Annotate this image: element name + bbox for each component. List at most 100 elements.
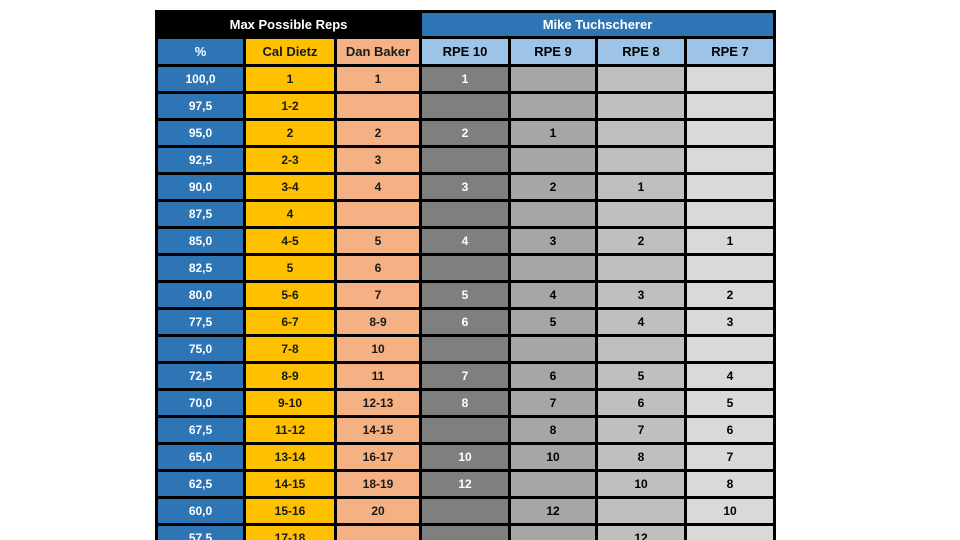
cell-rpe-9: 12	[508, 496, 598, 526]
cell-rpe-8: 5	[595, 361, 687, 391]
cell-rpe-8	[595, 64, 687, 94]
cell-percent: 87,5	[155, 199, 246, 229]
cell-rpe-9	[508, 523, 598, 540]
cell-cal-dietz: 8-9	[243, 361, 337, 391]
table-row: 57,5 17-18 12	[155, 523, 776, 540]
cell-percent: 80,0	[155, 280, 246, 310]
cell-dan-baker: 2	[334, 118, 422, 148]
cell-rpe-8: 12	[595, 523, 687, 540]
cell-dan-baker: 10	[334, 334, 422, 364]
cell-dan-baker: 20	[334, 496, 422, 526]
table-row: 85,0 4-5 5 4 3 2 1	[155, 226, 776, 256]
table-row: 72,5 8-9 11 7 6 5 4	[155, 361, 776, 391]
cell-rpe-7: 1	[684, 226, 776, 256]
cell-rpe-9	[508, 334, 598, 364]
cell-rpe-8	[595, 253, 687, 283]
cell-percent: 97,5	[155, 91, 246, 121]
col-header-rpe-8: RPE 8	[595, 36, 687, 67]
cell-cal-dietz: 9-10	[243, 388, 337, 418]
cell-rpe-7	[684, 118, 776, 148]
cell-rpe-9: 3	[508, 226, 598, 256]
cell-cal-dietz: 14-15	[243, 469, 337, 499]
cell-rpe-10	[419, 415, 511, 445]
cell-rpe-10: 1	[419, 64, 511, 94]
cell-rpe-10	[419, 145, 511, 175]
cell-percent: 70,0	[155, 388, 246, 418]
cell-dan-baker: 7	[334, 280, 422, 310]
col-header-rpe-9: RPE 9	[508, 36, 598, 67]
cell-percent: 67,5	[155, 415, 246, 445]
cell-rpe-10	[419, 523, 511, 540]
table-row: 92,5 2-3 3	[155, 145, 776, 175]
cell-cal-dietz: 3-4	[243, 172, 337, 202]
cell-rpe-10: 10	[419, 442, 511, 472]
cell-dan-baker	[334, 91, 422, 121]
cell-cal-dietz: 13-14	[243, 442, 337, 472]
cell-rpe-10	[419, 253, 511, 283]
cell-dan-baker: 11	[334, 361, 422, 391]
group-header-max-possible-reps: Max Possible Reps	[155, 10, 422, 39]
cell-dan-baker	[334, 523, 422, 540]
cell-rpe-10: 7	[419, 361, 511, 391]
cell-rpe-7	[684, 64, 776, 94]
group-header-mike-tuchscherer: Mike Tuchscherer	[419, 10, 776, 39]
cell-rpe-7	[684, 253, 776, 283]
cell-rpe-7: 4	[684, 361, 776, 391]
cell-rpe-9: 6	[508, 361, 598, 391]
cell-rpe-9	[508, 199, 598, 229]
cell-cal-dietz: 11-12	[243, 415, 337, 445]
col-header-dan-baker: Dan Baker	[334, 36, 422, 67]
cell-percent: 92,5	[155, 145, 246, 175]
cell-percent: 60,0	[155, 496, 246, 526]
cell-rpe-7: 2	[684, 280, 776, 310]
cell-rpe-8	[595, 91, 687, 121]
cell-rpe-9: 4	[508, 280, 598, 310]
cell-rpe-8: 6	[595, 388, 687, 418]
cell-rpe-7	[684, 91, 776, 121]
column-header-row: % Cal Dietz Dan Baker RPE 10 RPE 9 RPE 8…	[155, 36, 776, 67]
col-header-rpe-7: RPE 7	[684, 36, 776, 67]
cell-rpe-9	[508, 145, 598, 175]
cell-rpe-10: 4	[419, 226, 511, 256]
table-body: 100,0 1 1 1 97,5 1-2 95,0 2 2 2 1 92,5 2-3 3 90,0 3-4 4 3…	[155, 64, 776, 540]
cell-percent: 62,5	[155, 469, 246, 499]
table-row: 75,0 7-8 10	[155, 334, 776, 364]
cell-cal-dietz: 17-18	[243, 523, 337, 540]
table-row: 90,0 3-4 4 3 2 1	[155, 172, 776, 202]
col-header-rpe-10: RPE 10	[419, 36, 511, 67]
cell-rpe-9	[508, 253, 598, 283]
cell-cal-dietz: 4-5	[243, 226, 337, 256]
table-row: 60,0 15-16 20 12 10	[155, 496, 776, 526]
cell-dan-baker: 18-19	[334, 469, 422, 499]
cell-rpe-7	[684, 172, 776, 202]
cell-rpe-9: 8	[508, 415, 598, 445]
cell-dan-baker: 3	[334, 145, 422, 175]
cell-rpe-9: 5	[508, 307, 598, 337]
cell-percent: 100,0	[155, 64, 246, 94]
cell-cal-dietz: 6-7	[243, 307, 337, 337]
cell-rpe-10: 8	[419, 388, 511, 418]
cell-percent: 77,5	[155, 307, 246, 337]
cell-percent: 65,0	[155, 442, 246, 472]
cell-cal-dietz: 5-6	[243, 280, 337, 310]
cell-rpe-7	[684, 523, 776, 540]
cell-rpe-9: 1	[508, 118, 598, 148]
cell-rpe-7: 8	[684, 469, 776, 499]
table-row: 70,0 9-10 12-13 8 7 6 5	[155, 388, 776, 418]
cell-rpe-8	[595, 496, 687, 526]
table-row: 67,5 11-12 14-15 8 7 6	[155, 415, 776, 445]
cell-dan-baker: 5	[334, 226, 422, 256]
cell-rpe-8: 3	[595, 280, 687, 310]
table-row: 95,0 2 2 2 1	[155, 118, 776, 148]
cell-dan-baker: 6	[334, 253, 422, 283]
cell-percent: 85,0	[155, 226, 246, 256]
cell-percent: 75,0	[155, 334, 246, 364]
cell-rpe-7: 3	[684, 307, 776, 337]
cell-rpe-10	[419, 496, 511, 526]
cell-cal-dietz: 2-3	[243, 145, 337, 175]
table-row: 100,0 1 1 1	[155, 64, 776, 94]
cell-percent: 90,0	[155, 172, 246, 202]
cell-dan-baker: 16-17	[334, 442, 422, 472]
table-row: 65,0 13-14 16-17 10 10 8 7	[155, 442, 776, 472]
